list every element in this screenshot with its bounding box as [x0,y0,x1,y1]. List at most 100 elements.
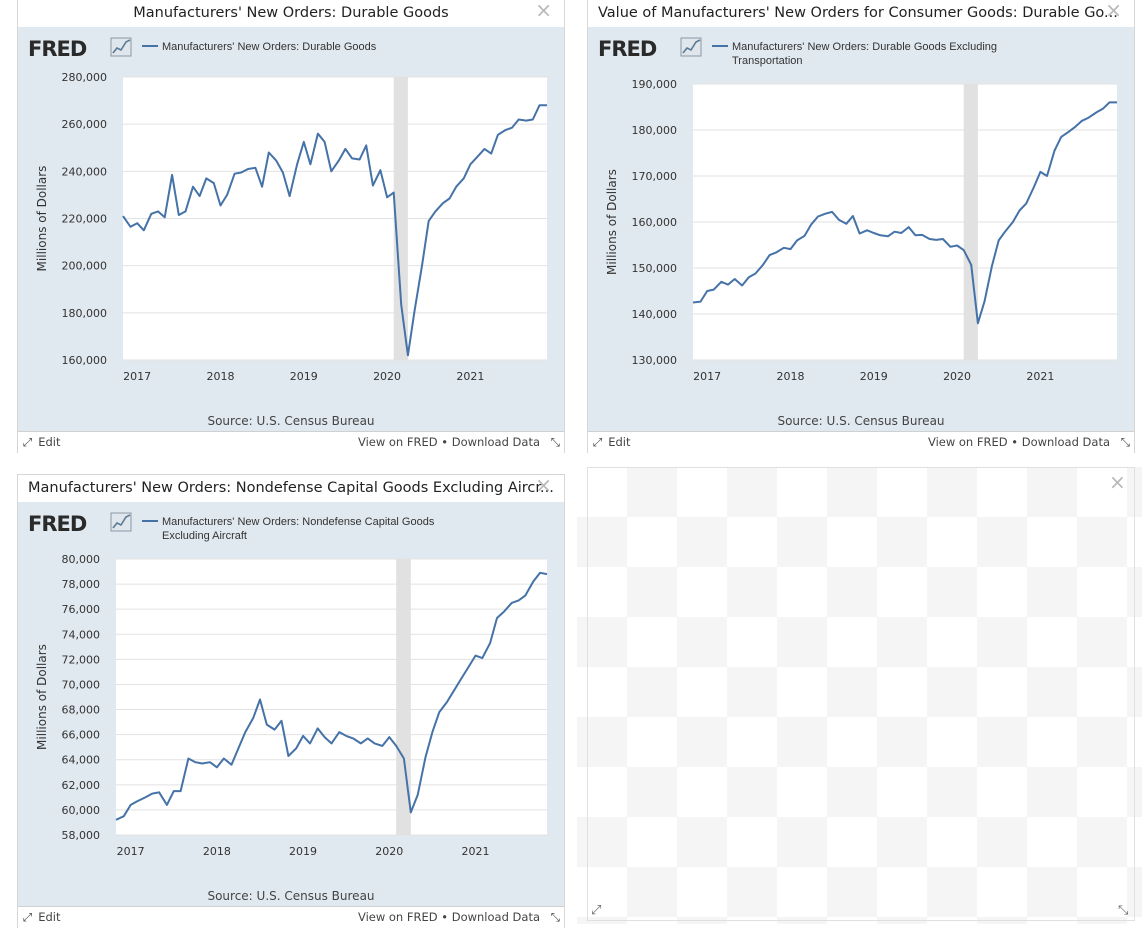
chart-svg: FRED Manufacturers' New Orders: Durable G… [598,37,1117,428]
x-tick-label: 2020 [943,370,971,383]
panel-footer: ⤢ Edit View on FRED • Download Data ⤡ [588,431,1134,453]
recession-shading [393,77,408,360]
y-tick-label: 64,000 [62,754,101,767]
legend-label: Manufacturers' New Orders: Durable Goods… [732,41,997,53]
chart-svg: FRED Manufacturers' New Orders: Durable G… [28,37,547,428]
x-tick-label: 2019 [290,370,318,383]
y-tick-label: 74,000 [62,628,101,641]
y-tick-label: 76,000 [62,603,101,616]
view-on-fred-link[interactable]: View on FRED [927,435,1008,449]
x-tick-label: 2020 [375,845,403,858]
y-tick-label: 130,000 [632,354,678,367]
y-tick-label: 58,000 [62,829,101,842]
x-tick-label: 2021 [461,845,489,858]
x-tick-label: 2017 [693,370,721,383]
fred-logo: FRED [28,512,87,536]
y-tick-label: 200,000 [62,260,108,273]
resize-icon[interactable]: ⤡ [550,435,560,449]
series-line [122,104,547,357]
footer-links: View on FRED • Download Data [928,432,1110,452]
panel-title: Manufacturers' New Orders: Durable Goods [133,5,449,21]
legend-label: Excluding Aircraft [162,530,247,542]
edit-button[interactable]: ⤢ Edit [23,432,60,452]
y-tick-label: 220,000 [62,213,108,226]
panel-footer: ⤢ Edit View on FRED • Download Data ⤡ [18,431,564,453]
source-text: Source: U.S. Census Bureau [207,414,374,428]
x-tick-label: 2017 [117,845,145,858]
edit-label: Edit [38,910,61,924]
empty-panel [587,467,1135,921]
recession-shading [963,84,978,360]
y-tick-label: 80,000 [62,553,101,566]
y-tick-label: 160,000 [62,354,108,367]
edit-button[interactable]: ⤢ Edit [23,907,60,927]
resize-icon[interactable]: ⤡ [550,910,560,924]
y-tick-label: 170,000 [632,170,678,183]
resize-icon[interactable]: ⤡ [1120,435,1130,449]
y-tick-label: 180,000 [632,124,678,137]
fred-logo: FRED [598,37,657,61]
chart-panel-nondefense-capital-goods: Manufacturers' New Orders: Nondefense Ca… [17,473,565,928]
y-tick-label: 78,000 [62,578,101,591]
y-tick-label: 150,000 [632,262,678,275]
download-data-link[interactable]: Download Data [451,910,540,924]
footer-links: View on FRED • Download Data [358,907,540,927]
fred-logo-chart-icon [680,37,702,57]
view-on-fred-link[interactable]: View on FRED [357,910,438,924]
y-tick-label: 60,000 [62,804,101,817]
source-text: Source: U.S. Census Bureau [207,889,374,903]
close-icon[interactable]: × [1109,470,1126,494]
x-tick-label: 2017 [123,370,151,383]
close-icon[interactable]: × [1105,0,1122,22]
download-data-link[interactable]: Download Data [1021,435,1110,449]
y-tick-label: 160,000 [632,216,678,229]
x-tick-label: 2020 [373,370,401,383]
y-tick-label: 240,000 [62,165,108,178]
y-axis-title: Millions of Dollars [35,644,49,750]
x-tick-label: 2018 [776,370,804,383]
y-tick-label: 70,000 [62,678,101,691]
recession-shading [396,559,411,835]
x-tick-label: 2019 [289,845,317,858]
expand-icon: ⤢ [593,435,603,449]
x-tick-label: 2018 [206,370,234,383]
series-line [692,101,1117,325]
panel-title: Manufacturers' New Orders: Nondefense Ca… [28,480,554,496]
fred-logo: FRED [28,37,87,61]
y-tick-label: 260,000 [62,118,108,131]
close-icon[interactable]: × [535,473,552,497]
close-icon[interactable]: × [535,0,552,22]
chart-area: FRED Manufacturers' New Orders: Nondefens… [18,502,564,906]
edit-button[interactable]: ⤢ Edit [593,432,630,452]
chart-area: FRED Manufacturers' New Orders: Durable G… [18,27,564,431]
resize-icon[interactable]: ⤡ [1118,903,1129,918]
legend-label: Manufacturers' New Orders: Nondefense Ca… [162,516,435,528]
x-tick-label: 2021 [1026,370,1054,383]
expand-icon[interactable]: ⤢ [591,903,602,918]
legend-label: Transportation [732,55,803,67]
expand-icon: ⤢ [23,910,33,924]
x-tick-label: 2021 [456,370,484,383]
x-tick-label: 2018 [203,845,231,858]
edit-label: Edit [38,435,61,449]
fred-logo-chart-icon [110,37,132,57]
footer-links: View on FRED • Download Data [358,432,540,452]
separator: • [441,435,449,449]
y-tick-label: 280,000 [62,71,108,84]
edit-label: Edit [608,435,631,449]
download-data-link[interactable]: Download Data [451,435,540,449]
y-axis-title: Millions of Dollars [35,166,49,272]
x-tick-label: 2019 [860,370,888,383]
legend-label: Manufacturers' New Orders: Durable Goods [162,41,377,53]
panel-footer: ⤢ Edit View on FRED • Download Data ⤡ [18,906,564,928]
y-tick-label: 180,000 [62,307,108,320]
view-on-fred-link[interactable]: View on FRED [357,435,438,449]
y-tick-label: 190,000 [632,78,678,91]
chart-panel-durable-goods-ex-transportation: Value of Manufacturers' New Orders for C… [587,0,1135,453]
series-line [115,571,548,821]
source-text: Source: U.S. Census Bureau [777,414,944,428]
plot-area [116,559,547,835]
y-axis-title: Millions of Dollars [605,169,619,275]
separator: • [1011,435,1019,449]
y-tick-label: 72,000 [62,653,101,666]
